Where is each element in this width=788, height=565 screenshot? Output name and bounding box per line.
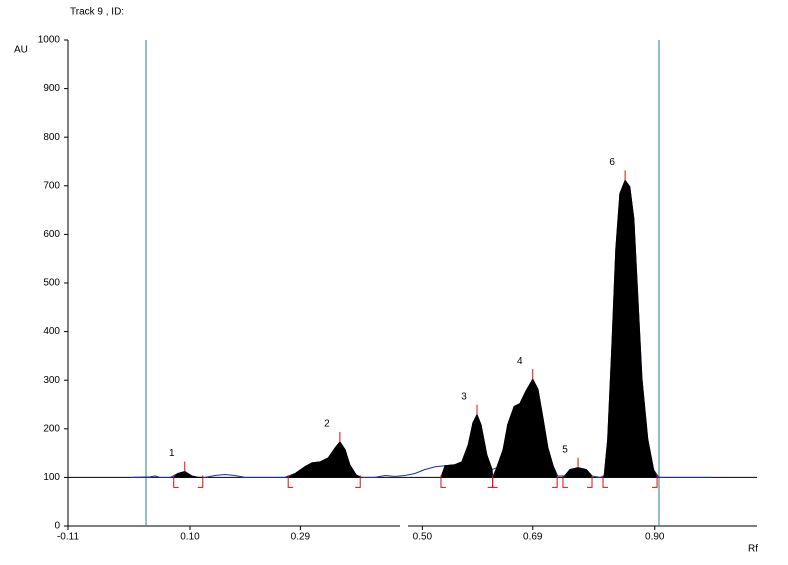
peak-area	[172, 471, 203, 478]
peak-area	[491, 378, 558, 478]
x-tick-label: 0.90	[645, 532, 665, 543]
peak-label: 6	[609, 157, 615, 168]
y-tick-label: 1000	[38, 35, 61, 46]
peak-label: 1	[169, 448, 175, 459]
y-tick-label: 900	[43, 83, 60, 94]
y-tick-label: 300	[43, 375, 60, 386]
y-tick-label: 400	[43, 326, 60, 337]
y-tick-label: 200	[43, 423, 60, 434]
peak-bracket	[173, 475, 179, 488]
x-tick-label: 0.10	[180, 532, 200, 543]
y-tick-label: 800	[43, 132, 60, 143]
peak-area	[602, 179, 658, 478]
peak-label: 2	[324, 419, 330, 430]
peak-bracket	[287, 475, 294, 488]
peak-bracket	[562, 475, 568, 488]
peak-label: 3	[461, 391, 467, 402]
y-tick-label: 500	[43, 278, 60, 289]
y-tick-label: 0	[54, 521, 60, 532]
peak-bracket	[652, 475, 658, 488]
peak-area	[286, 441, 363, 478]
peak-bracket	[197, 475, 204, 488]
x-tick-label: 0.29	[291, 532, 311, 543]
peak-area	[561, 467, 593, 478]
peak-bracket	[355, 475, 361, 488]
peak-bracket	[492, 475, 498, 488]
peak-bracket	[602, 475, 609, 488]
x-tick-label: 0.50	[413, 532, 433, 543]
peak-bracket	[587, 475, 593, 488]
chart-title: Track 9 , ID:	[70, 7, 124, 18]
peak-bracket	[440, 475, 446, 488]
peak-label: 5	[562, 444, 568, 455]
x-tick-label: 0.69	[523, 532, 543, 543]
peak-area	[440, 413, 494, 478]
y-axis-label: AU	[14, 45, 28, 56]
x-axis-label: Rf	[748, 544, 758, 555]
peak-bracket	[552, 475, 558, 488]
peak-label: 4	[517, 356, 523, 367]
y-tick-label: 100	[43, 472, 60, 483]
y-tick-label: 600	[43, 229, 60, 240]
x-tick-label: -0.11	[57, 532, 79, 543]
y-tick-label: 700	[43, 180, 60, 191]
